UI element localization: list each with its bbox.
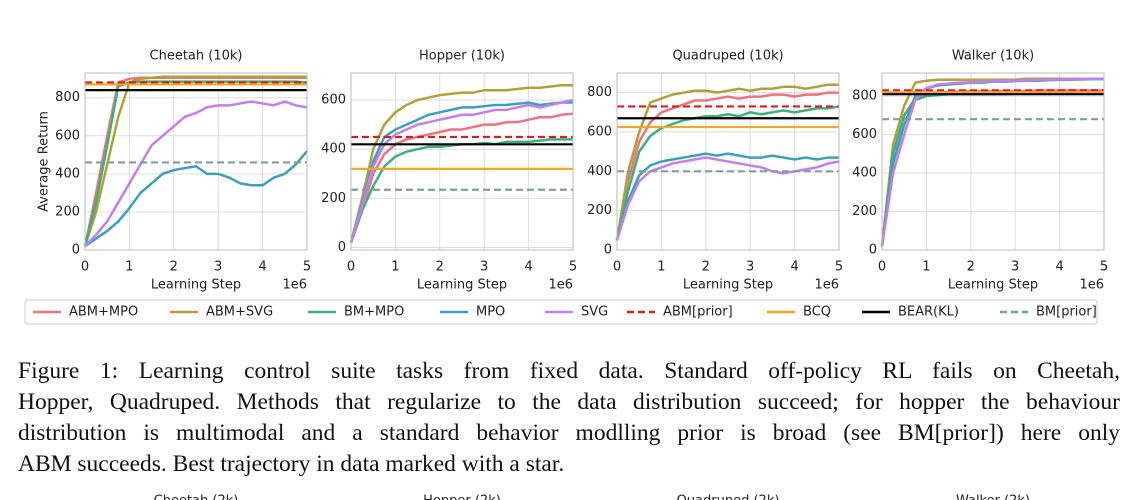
plot-frame — [881, 72, 1105, 251]
chart-title: Walker (10k) — [952, 49, 1034, 64]
y-tick-label: 800 — [587, 85, 612, 100]
plot-frame — [350, 72, 574, 251]
series-line — [880, 89, 1104, 247]
x-tick-label: 0 — [347, 260, 355, 275]
series-line — [615, 152, 839, 241]
x-tick-label: 4 — [790, 260, 798, 275]
next-chart-title: Quadruped (2k) — [677, 494, 780, 500]
x-tick-label: 3 — [746, 260, 754, 275]
x-tick-label: 5 — [835, 260, 843, 275]
y-tick-label: 200 — [852, 204, 877, 219]
next-chart-title: Cheetah (2k) — [154, 494, 239, 500]
legend-label: BEAR(KL) — [898, 305, 959, 320]
y-tick-label: 200 — [55, 204, 80, 219]
y-tick-label: 0 — [869, 243, 877, 258]
x-offset-label: 1e6 — [282, 278, 307, 293]
x-tick-label: 2 — [702, 260, 710, 275]
y-tick-label: 400 — [852, 166, 877, 181]
chart-title: Cheetah (10k) — [150, 49, 243, 64]
y-tick-label: 600 — [852, 127, 877, 142]
x-offset-label: 1e6 — [1079, 278, 1104, 293]
y-tick-label: 600 — [587, 125, 612, 140]
caption-line: Hopper, Quadruped. Methods that regulari… — [18, 389, 1120, 415]
plot-frame — [616, 72, 840, 251]
y-axis-label: Average Return — [37, 111, 52, 212]
y-tick-label: 400 — [587, 164, 612, 179]
legend-label: ABM[prior] — [663, 305, 733, 320]
legend-label: BM[prior] — [1036, 305, 1097, 320]
series-line — [349, 112, 574, 244]
legend-label: ABM+MPO — [69, 305, 138, 320]
x-tick-label: 1 — [391, 260, 399, 275]
x-offset-label: 1e6 — [548, 278, 573, 293]
x-tick-label: 2 — [967, 260, 975, 275]
x-tick-label: 4 — [524, 260, 532, 275]
legend-label: SVG — [581, 305, 608, 320]
y-tick-label: 200 — [587, 203, 612, 218]
x-tick-label: 5 — [303, 260, 311, 275]
y-tick-label: 800 — [852, 89, 877, 104]
y-tick-label: 800 — [55, 90, 80, 105]
caption-line: distribution is multimodal and a standar… — [18, 420, 1120, 446]
caption: Figure 1: Learning control suite tasks f… — [18, 356, 1120, 480]
caption-line: ABM succeeds. Best trajectory in data ma… — [18, 451, 565, 477]
x-tick-label: 5 — [569, 260, 577, 275]
x-axis-label: Learning Step — [151, 278, 241, 293]
x-tick-label: 3 — [214, 260, 222, 275]
series-line — [880, 77, 1104, 247]
x-tick-label: 5 — [1100, 260, 1108, 275]
series-line — [880, 91, 1104, 247]
series-line — [84, 100, 308, 248]
x-tick-label: 0 — [878, 260, 886, 275]
series-line — [615, 156, 840, 241]
y-tick-label: 600 — [321, 93, 346, 108]
series-line — [615, 83, 839, 241]
x-tick-label: 1 — [125, 260, 133, 275]
series-line — [83, 75, 307, 247]
x-tick-label: 4 — [258, 260, 266, 275]
x-axis-label: Learning Step — [417, 278, 507, 293]
x-axis-label: Learning Step — [683, 278, 773, 293]
x-tick-label: 2 — [436, 260, 444, 275]
x-tick-label: 2 — [170, 260, 178, 275]
x-tick-label: 3 — [1011, 260, 1019, 275]
legend-label: BCQ — [803, 305, 831, 320]
x-tick-label: 1 — [657, 260, 665, 275]
series-line — [349, 84, 573, 243]
series-line — [349, 101, 573, 243]
caption-line: Figure 1: Learning control suite tasks f… — [18, 358, 1120, 384]
series-line — [84, 150, 308, 248]
y-tick-label: 600 — [55, 128, 80, 143]
series-line — [349, 98, 574, 243]
chart-title: Quadruped (10k) — [672, 49, 783, 64]
y-tick-label: 0 — [338, 240, 346, 255]
x-tick-label: 1 — [922, 260, 930, 275]
x-tick-label: 0 — [81, 260, 89, 275]
y-tick-label: 200 — [321, 191, 346, 206]
x-axis-label: Learning Step — [948, 278, 1038, 293]
x-offset-label: 1e6 — [814, 278, 839, 293]
legend-label: BM+MPO — [344, 305, 404, 320]
chart-title: Hopper (10k) — [419, 49, 505, 64]
y-tick-label: 0 — [604, 243, 612, 258]
y-tick-label: 400 — [55, 166, 80, 181]
y-tick-label: 400 — [321, 142, 346, 157]
plot-frame — [84, 72, 308, 251]
next-chart-title: Walker (2k) — [956, 494, 1030, 500]
legend-label: MPO — [476, 305, 505, 320]
x-tick-label: 4 — [1055, 260, 1063, 275]
x-tick-label: 3 — [480, 260, 488, 275]
legend-label: ABM+SVG — [206, 305, 273, 320]
series-line — [880, 77, 1104, 247]
series-line — [615, 105, 840, 241]
x-tick-label: 0 — [613, 260, 621, 275]
next-chart-title: Hopper (2k) — [423, 494, 501, 500]
y-tick-label: 0 — [72, 243, 80, 258]
